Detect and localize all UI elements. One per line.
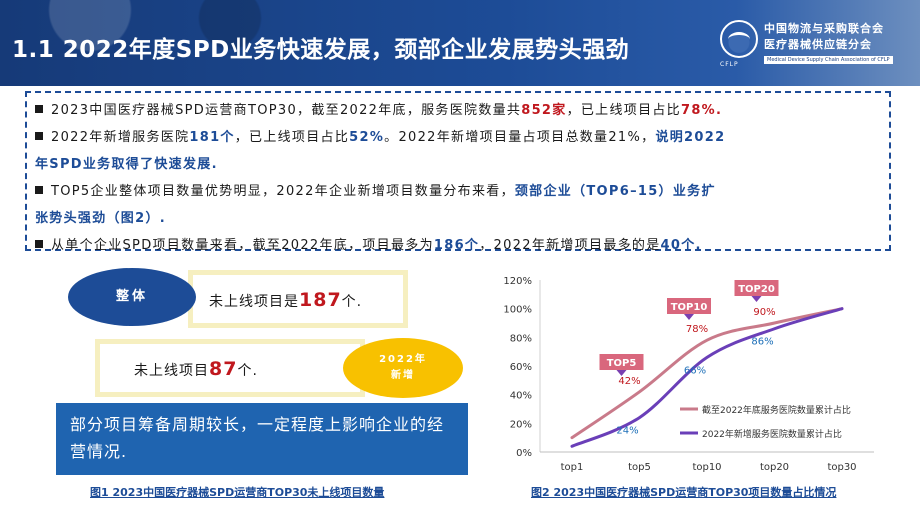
header-background-image [0, 0, 320, 86]
legend-label-1: 截至2022年底服务医院数量累计占比 [702, 404, 851, 416]
series-line-2 [570, 307, 844, 448]
org-abbr: CFLP [720, 61, 739, 68]
overall-unlaunched-box: 未上线项目是187个. [188, 270, 408, 328]
y-tick-label: 80% [510, 333, 532, 344]
square-bullet-icon [35, 104, 43, 113]
bullet-1: 2023中国医疗器械SPD运营商TOP30，截至2022年底，服务医院数量共85… [35, 97, 881, 124]
globe-icon [720, 20, 758, 58]
callout-box [734, 280, 779, 296]
slide-title: 1.1 2022年度SPD业务快速发展，颈部企业发展势头强劲 [12, 37, 630, 63]
new-unlaunched-value: 87 [209, 358, 238, 380]
bullet-2: 2022年新增服务医院181个，已上线项目占比52%。2022年新增项目量占项目… [35, 124, 881, 151]
data-label: 78% [686, 324, 708, 335]
figure1-caption: 图1 2023中国医疗器械SPD运营商TOP30未上线项目数量 [90, 486, 385, 499]
callout-box [599, 354, 644, 370]
x-tick-label: top20 [760, 462, 789, 473]
bullet-3-cont: 张势头强劲（图2）. [35, 211, 166, 226]
y-tick-label: 60% [510, 362, 532, 373]
callout-box [667, 298, 711, 314]
callout-label: TOP10 [671, 302, 708, 313]
bullet-3: TOP5企业整体项目数量优势明显，2022年企业新增项目数量分布来看，颈部企业（… [35, 178, 881, 205]
cumulative-share-line-chart: 0% 20% 40% 60% 80% 100% 120% top1 top5 top10 top20… [503, 276, 874, 473]
callout-pointer-icon [751, 296, 762, 302]
legend-label-2: 2022年新增服务医院数量累计占比 [702, 428, 842, 440]
org-name-line2: 医疗器械供应链分会 [764, 38, 872, 51]
y-tick-label: 20% [510, 419, 532, 430]
callout-pointer-icon [616, 370, 627, 376]
bullet-4: 从单个企业SPD项目数量来看，截至2022年底，项目最多为186个，2022年新… [35, 232, 881, 259]
data-label: 90% [753, 307, 775, 318]
new-unlaunched-box: 未上线项目87个. [95, 339, 365, 397]
figure2-caption: 图2 2023中国医疗器械SPD运营商TOP30项目数量占比情况 [531, 486, 837, 499]
new-2022-label-oval: 2022年 新增 [343, 338, 463, 398]
key-findings-box: 2023中国医疗器械SPD运营商TOP30，截至2022年底，服务医院数量共85… [25, 91, 891, 253]
org-logo: 中国物流与采购联合会 医疗器械供应链分会 CFLP Medical Device… [720, 18, 915, 74]
overall-label-oval: 整体 [68, 268, 196, 326]
org-name-line1: 中国物流与采购联合会 [764, 22, 884, 35]
callout-pointer-icon [684, 314, 694, 320]
y-tick-label: 0% [516, 448, 532, 459]
x-tick-label: top1 [561, 462, 584, 473]
square-bullet-icon [35, 131, 43, 140]
x-tick-label: top30 [827, 462, 856, 473]
y-tick-label: 100% [503, 305, 532, 316]
note-box: 部分项目筹备周期较长，一定程度上影响企业的经营情况. [56, 403, 468, 475]
slide-header: 1.1 2022年度SPD业务快速发展，颈部企业发展势头强劲 中国物流与采购联合… [0, 0, 920, 86]
data-label: 24% [616, 426, 638, 437]
data-label: 66% [684, 365, 706, 376]
data-label: 42% [618, 376, 640, 387]
y-tick-label: 120% [503, 276, 532, 287]
callout-label: TOP20 [738, 284, 775, 295]
callout-label: TOP5 [607, 358, 637, 369]
y-tick-label: 40% [510, 391, 532, 402]
square-bullet-icon [35, 185, 43, 194]
x-tick-label: top10 [692, 462, 721, 473]
overall-unlaunched-value: 187 [299, 289, 342, 311]
org-english-name: Medical Device Supply Chain Association … [764, 56, 893, 64]
x-tick-label: top5 [628, 462, 651, 473]
bullet-2-cont: 年SPD业务取得了快速发展. [35, 157, 218, 172]
series-line-1 [570, 307, 844, 440]
data-label: 86% [751, 337, 773, 348]
square-bullet-icon [35, 239, 43, 248]
